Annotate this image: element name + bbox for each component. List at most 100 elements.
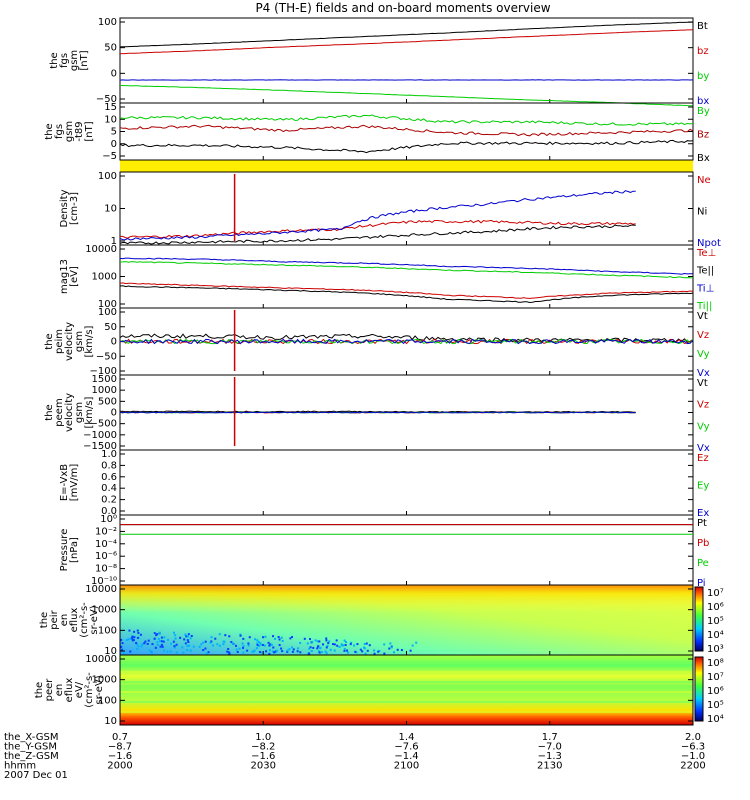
spectrogram-pixel bbox=[188, 644, 191, 647]
spectrogram-pixel bbox=[329, 648, 332, 651]
y-tick-label: 10⁻² bbox=[95, 526, 117, 537]
y-tick-label: 0 bbox=[111, 139, 117, 150]
spectrogram-pixel bbox=[326, 644, 329, 647]
legend-density-1: Ni bbox=[697, 207, 707, 218]
spectrogram-pixel bbox=[281, 650, 284, 653]
x-axis-value: 2.0 bbox=[685, 732, 701, 743]
spectrogram-pixel bbox=[260, 651, 263, 654]
y-tick-label: 50 bbox=[104, 322, 117, 333]
legend-efield-1: Ey bbox=[697, 481, 709, 492]
spectrogram-pixel bbox=[129, 650, 132, 653]
y-tick-label: 10 bbox=[104, 204, 117, 215]
spectrogram-pixel bbox=[318, 640, 321, 643]
y-tick-label: 0 bbox=[111, 408, 117, 419]
spectrogram-pixel bbox=[242, 646, 245, 649]
spectrogram-pixel bbox=[129, 637, 132, 640]
spectrogram-pixel bbox=[204, 640, 207, 643]
spectrogram-pixel bbox=[390, 646, 393, 649]
spectrogram-pixel bbox=[248, 636, 251, 639]
spectrogram-pixel bbox=[269, 643, 272, 646]
y-axis-label: [mV/m] bbox=[69, 464, 80, 502]
spectrogram-pixel bbox=[216, 643, 219, 646]
spectrogram-pixel bbox=[286, 650, 289, 653]
y-axis-label: [cm-3] bbox=[69, 192, 80, 225]
spectrogram-pixel bbox=[364, 652, 367, 655]
y-tick-label: 1000 bbox=[92, 605, 117, 616]
panel-peim: 100 50 0 −50 −100 the peim velocity gsm [km/s] Vt V… bbox=[44, 307, 710, 379]
y-axis-label: gsm bbox=[74, 331, 85, 352]
spectrogram-pixel bbox=[340, 644, 343, 647]
y-axis-label: the bbox=[44, 404, 55, 420]
x-axis-value: 1.0 bbox=[255, 732, 271, 743]
spectrogram-pixel bbox=[235, 648, 238, 651]
legend-fgs-2: by bbox=[697, 71, 709, 82]
spectrogram-pixel bbox=[366, 649, 369, 652]
spectrogram-pixel bbox=[310, 650, 313, 653]
spectrogram-pixel bbox=[319, 647, 322, 650]
spectrogram-pixel bbox=[159, 645, 162, 648]
legend-peem-3: Vx bbox=[697, 443, 710, 454]
spectrogram-pixel bbox=[186, 644, 189, 647]
panel-frame bbox=[119, 171, 694, 246]
x-axis-value: 1.4 bbox=[399, 732, 415, 743]
spectrogram-pixel bbox=[268, 652, 271, 655]
spectrogram-pixel bbox=[247, 644, 250, 647]
spectrogram-pixel bbox=[261, 643, 264, 646]
spectrogram-pixel bbox=[131, 637, 134, 640]
spectrogram-pixel bbox=[259, 643, 262, 646]
spectrogram-pixel bbox=[173, 645, 176, 648]
spectrogram-pixel bbox=[289, 637, 292, 640]
spectrogram-pixel bbox=[346, 649, 349, 652]
spectrogram-pixel bbox=[120, 638, 123, 641]
y-tick-label: 0.4 bbox=[101, 483, 117, 494]
spectrogram-pixel bbox=[235, 644, 238, 647]
panel-frame bbox=[119, 17, 694, 104]
series-peim-Vx bbox=[119, 338, 694, 345]
spectrogram-pixel bbox=[136, 629, 139, 632]
spectrogram-pixel bbox=[350, 641, 353, 644]
spectrogram-pixel bbox=[186, 649, 189, 652]
spectrogram-pixel bbox=[278, 638, 281, 641]
spectrogram-band bbox=[120, 691, 693, 693]
spectrogram-pixel bbox=[311, 640, 314, 643]
spectrogram-pixel bbox=[133, 630, 136, 633]
spectrogram-pixel bbox=[173, 646, 176, 649]
y-axis-label: peir bbox=[49, 609, 60, 629]
spectrogram-pixel bbox=[256, 642, 259, 645]
panel-peer: 10⁸ 10⁷ 10⁶ 10⁵ 10⁴ 10000 1000 100 10 the peer en ef… bbox=[34, 654, 724, 727]
panel-fgs: 100 50 0 −50 the fgs gsm [nT] Bt bz by bx bbox=[49, 17, 709, 107]
spectrogram-pixel bbox=[121, 642, 124, 645]
spectrogram-pixel bbox=[183, 638, 186, 641]
spectrogram-pixel bbox=[253, 650, 256, 653]
spectrogram-pixel bbox=[342, 644, 345, 647]
spectrogram-pixel bbox=[157, 638, 160, 641]
spectrogram-pixel bbox=[218, 644, 221, 647]
spectrogram-pixel bbox=[172, 631, 175, 634]
x-axis-value: −7.0 bbox=[538, 742, 562, 753]
y-axis-label: the bbox=[39, 612, 50, 628]
spectrogram-band bbox=[120, 671, 693, 673]
spectrogram-pixel bbox=[158, 640, 161, 643]
colorbar-label: 10³ bbox=[707, 644, 724, 655]
spectrogram-pixel bbox=[378, 649, 381, 652]
spectrogram-pixel bbox=[363, 647, 366, 650]
spectrogram-pixel bbox=[303, 637, 306, 640]
spectrogram-pixel bbox=[388, 647, 391, 650]
spectrogram-pixel bbox=[122, 652, 125, 655]
legend-peim-1: Vz bbox=[697, 330, 709, 341]
spectrogram-pixel bbox=[139, 633, 142, 636]
y-tick-label: 10000 bbox=[85, 654, 117, 665]
series-fgs-by bbox=[119, 84, 693, 107]
spectrogram-pixel bbox=[317, 645, 320, 648]
panel-efield: 1.00.80.60.40.20.0 E=-VxB [mV/m] Ez Ey Ex bbox=[59, 449, 709, 519]
spectrogram-pixel bbox=[202, 649, 205, 652]
spectrogram-pixel bbox=[246, 649, 249, 652]
y-axis-label: (cm²-s- bbox=[79, 602, 90, 638]
spectrogram-pixel bbox=[353, 644, 356, 647]
x-axis-value: −1.6 bbox=[251, 751, 275, 762]
spectrogram-pixel bbox=[172, 640, 175, 643]
spectrogram-pixel bbox=[322, 643, 325, 646]
spectrogram-pixel bbox=[181, 646, 184, 649]
spectrogram-pixel bbox=[153, 637, 156, 640]
